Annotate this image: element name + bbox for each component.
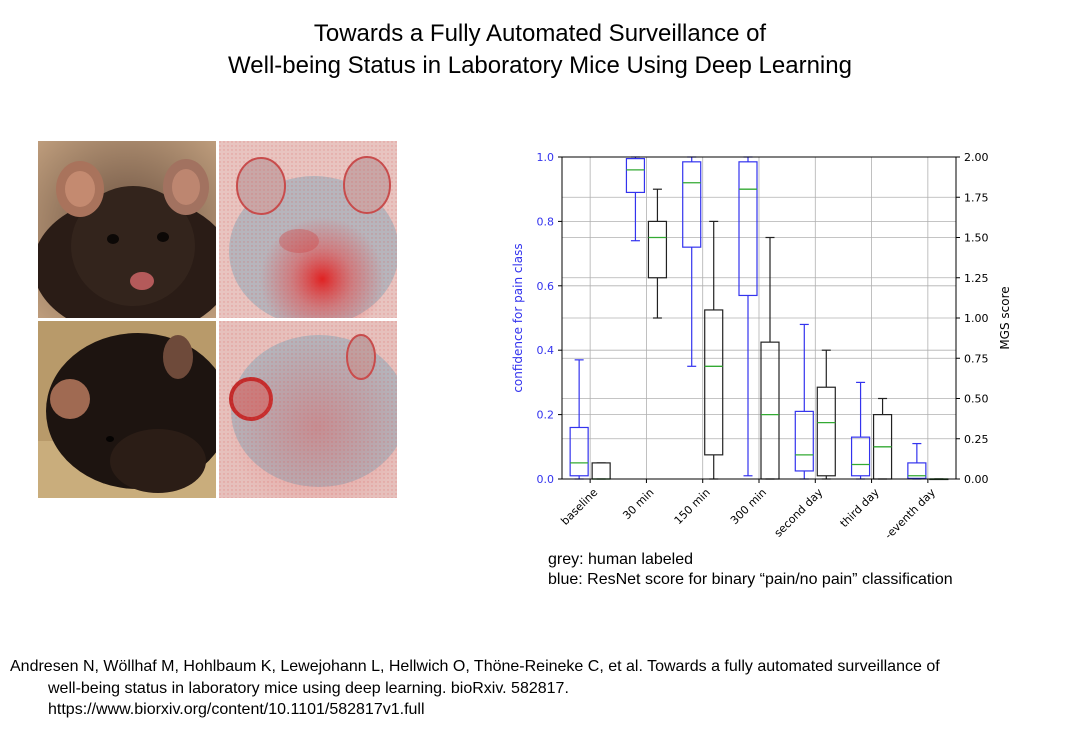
box-iqr [625,158,646,194]
box-iqr [794,410,814,472]
human-box [704,220,724,480]
citation-line-2: well-being status in laboratory mice usi… [48,679,569,697]
box-iqr [569,426,589,477]
left-tick-label: 0.4 [537,344,555,357]
box-iqr [704,309,724,456]
resnet-box [794,323,814,480]
slide-title: Towards a Fully Automated Surveillance o… [0,18,1080,82]
chart-legend-text: grey: human labeled blue: ResNet score f… [548,550,953,590]
mouse-side-heatmap [219,321,397,498]
left-tick-label: 0.8 [537,215,555,228]
legend-grey: grey: human labeled [548,551,693,568]
right-tick-label: 2.00 [964,151,989,164]
box-iqr [760,341,780,480]
mouse-image-grid [38,141,398,499]
box-iqr [850,436,871,477]
x-tick-label: second day [772,486,826,540]
human-box [816,349,836,480]
x-tick-label: -eventh day [882,486,938,542]
human-box [591,462,611,480]
right-tick-label: 1.75 [964,191,989,204]
human-box [647,188,668,319]
resnet-box [850,381,871,480]
right-tick-label: 1.25 [964,272,989,285]
right-tick-label: 0.75 [964,352,989,365]
right-tick-label: 1.50 [964,232,989,245]
box-iqr [682,161,702,248]
left-tick-label: 0.6 [537,280,555,293]
left-tick-label: 0.2 [537,409,555,422]
resnet-box [738,156,758,477]
x-tick-label: 150 min [672,486,713,527]
x-axis: baseline 30 min 150 min 300 min second day th… [558,479,938,542]
mouse-front-photo [38,141,216,318]
grid-lines [562,156,956,480]
y-axis-label-left: confidence for pain class [511,243,525,392]
right-y-axis: 0.00 0.25 0.50 0.75 1.00 1.25 1.50 1.75 2.00 [956,151,989,486]
resnet-box [569,359,589,480]
legend-blue: blue: ResNet score for binary “pain/no p… [548,571,953,588]
title-line-2: Well-being Status in Laboratory Mice Usi… [228,52,852,79]
left-tick-label: 0.0 [537,473,555,486]
left-tick-label: 1.0 [537,151,555,164]
x-tick-label: baseline [558,486,600,528]
citation: Andresen N, Wöllhaf M, Hohlbaum K, Lewej… [10,656,1075,721]
right-tick-label: 0.25 [964,433,989,446]
x-tick-label: 300 min [728,486,769,527]
x-tick-label: 30 min [620,486,656,522]
resnet-box [682,156,702,367]
x-tick-label: third day [838,486,882,530]
box-iqr [591,462,611,480]
box-iqr [647,220,668,279]
box-iqr [738,161,758,297]
right-tick-label: 0.00 [964,473,989,486]
resnet-box [907,442,927,480]
y-axis-label-right: MGS score [998,286,1012,349]
mouse-side-photo [38,321,216,498]
mouse-front-heatmap [219,141,397,318]
citation-line-1: Andresen N, Wöllhaf M, Hohlbaum K, Lewej… [10,658,940,675]
left-y-axis: 0.0 0.2 0.4 0.6 0.8 1.0 [537,151,562,486]
plot-frame [561,156,957,480]
title-line-1: Towards a Fully Automated Surveillance o… [313,20,767,47]
box-iqr [816,386,836,477]
right-tick-label: 1.00 [964,312,989,325]
pain-score-box-chart: 0.0 0.2 0.4 0.6 0.8 1.0 0.00 0.25 0.50 0.75 1.00 1… [511,151,1012,542]
citation-line-3: https://www.biorxiv.org/content/10.1101/… [48,701,425,718]
resnet-box [625,156,646,242]
box-iqr [907,462,927,479]
right-tick-label: 0.50 [964,393,989,406]
